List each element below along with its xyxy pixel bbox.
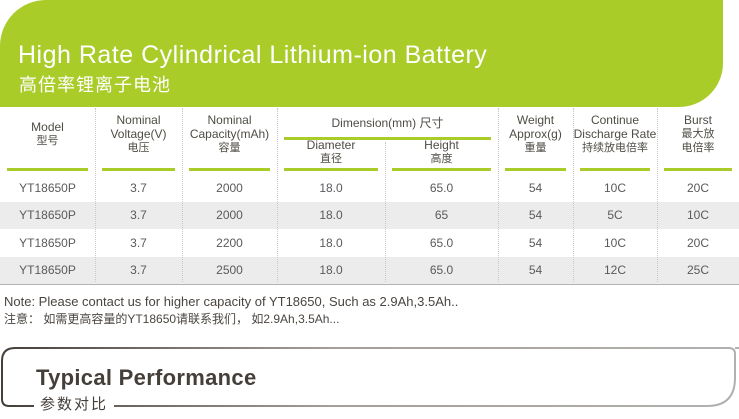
cell-burst: 20C [686, 180, 709, 195]
header-height-zh: 高度 [430, 153, 453, 165]
header-underline [580, 168, 650, 171]
column-separator [498, 108, 499, 282]
header-burst-en: Burst [683, 113, 712, 127]
header-diameter-en: Diameter [306, 138, 356, 152]
header-underline [7, 168, 88, 171]
header-capacity-en1: Nominal [207, 113, 252, 127]
cell-weight: 54 [528, 180, 543, 195]
cell-height: 65.0 [429, 235, 454, 250]
banner: High Rate Cylindrical Lithium-ion Batter… [0, 0, 723, 107]
header-underline [189, 168, 270, 171]
header-capacity: Nominal Capacity(mAh) 容量 [182, 106, 277, 174]
column-separator [573, 108, 574, 282]
cell-model: YT18650P [19, 208, 76, 223]
table-row: YT18650P 3.7 2000 18.0 65.0 54 10C 20C [0, 174, 739, 202]
header-dimension: Dimension(mm) 尺寸 [277, 106, 498, 140]
table-row: YT18650P 3.7 2500 18.0 65.0 54 12C 25C [0, 256, 739, 284]
column-separator [95, 108, 96, 282]
cell-height: 65 [434, 208, 449, 223]
table-bottom-rule [0, 284, 739, 285]
header-underline [392, 168, 491, 171]
header-discharge-en1: Continue [590, 113, 640, 127]
cell-height: 65.0 [429, 263, 454, 278]
cell-capacity: 2500 [216, 263, 243, 278]
header-voltage-zh: 电压 [127, 142, 150, 154]
cell-height: 65.0 [429, 180, 454, 195]
header-burst-zh1: 最大放 [681, 128, 715, 140]
cell-weight: 54 [528, 263, 543, 278]
table-row: YT18650P 3.7 2000 18.0 65 54 5C 10C [0, 201, 739, 229]
page-title: High Rate Cylindrical Lithium-ion Batter… [18, 41, 488, 69]
cell-diameter: 18.0 [319, 180, 343, 195]
cell-weight: 54 [528, 235, 543, 250]
header-diameter-zh: 直径 [320, 153, 342, 165]
header-discharge: Continue Discharge Rate 持续放电倍率 [573, 106, 657, 174]
page-subtitle-cn: 高倍率锂离子电池 [19, 75, 171, 95]
cell-model: YT18650P [19, 263, 76, 278]
header-burst-zh2: 电倍率 [681, 142, 715, 154]
column-separator [182, 108, 183, 282]
header-underline [284, 168, 378, 171]
cell-model: YT18650P [19, 235, 76, 250]
header-underline [284, 137, 491, 140]
spec-table-header: Model 型号 Nominal Voltage(V) 电压 Nominal C… [0, 106, 739, 174]
header-weight-en2: Approx(g) [509, 127, 562, 141]
header-burst: Burst 最大放 电倍率 [657, 106, 739, 174]
cell-discharge: 10C [603, 180, 626, 195]
cell-diameter: 18.0 [319, 235, 343, 250]
cell-burst: 25C [686, 263, 709, 278]
section-title: Typical Performance [36, 365, 257, 390]
header-capacity-zh: 容量 [218, 142, 241, 154]
header-voltage: Nominal Voltage(V) 电压 [95, 106, 182, 174]
cell-voltage: 3.7 [130, 180, 147, 195]
cell-voltage: 3.7 [130, 235, 147, 250]
header-model-en: Model [31, 120, 64, 134]
column-separator [657, 108, 658, 282]
header-diameter: Diameter 直径 [277, 138, 385, 174]
cell-weight: 54 [528, 208, 543, 223]
header-voltage-en2: Voltage(V) [110, 127, 167, 141]
cell-discharge: 5C [607, 208, 623, 223]
cell-capacity: 2000 [216, 180, 243, 195]
header-voltage-en1: Nominal [116, 113, 161, 127]
spec-table-body: YT18650P 3.7 2000 18.0 65.0 54 10C 20C Y… [0, 174, 739, 284]
header-height: Height 高度 [385, 138, 498, 174]
header-weight: Weight Approx(g) 重量 [498, 106, 573, 174]
header-model-zh: 型号 [36, 135, 59, 147]
cell-discharge: 10C [603, 235, 626, 250]
header-discharge-en2: Discharge Rate [573, 127, 657, 141]
section-subtitle-cn: 参数对比 [34, 396, 115, 414]
cell-voltage: 3.7 [130, 208, 147, 223]
cell-capacity: 2000 [216, 208, 243, 223]
header-weight-zh: 重量 [524, 142, 547, 154]
header-height-en: Height [424, 138, 459, 152]
column-separator [385, 142, 386, 282]
header-discharge-zh: 持续放电倍率 [582, 142, 648, 154]
cell-diameter: 18.0 [319, 263, 343, 278]
cell-voltage: 3.7 [130, 263, 147, 278]
cell-discharge: 12C [603, 263, 626, 278]
header-dimension-label: Dimension(mm) 尺寸 [331, 116, 444, 130]
header-model: Model 型号 [0, 106, 95, 174]
header-capacity-en2: Capacity(mAh) [189, 127, 270, 141]
header-underline [102, 168, 175, 171]
column-separator [277, 108, 278, 282]
note-text-zh: 注意： 如需更高容量的YT18650请联系我们， 如2.9Ah,3.5Ah... [4, 312, 340, 326]
header-underline [664, 168, 732, 171]
cell-burst: 20C [686, 235, 709, 250]
header-dimension-group: Dimension(mm) 尺寸 Diameter 直径 Height 高度 [277, 106, 498, 174]
cell-capacity: 2200 [216, 235, 243, 250]
note-text-en: Note: Please contact us for higher capac… [4, 294, 459, 309]
header-underline [505, 168, 566, 171]
cell-model: YT18650P [19, 180, 76, 195]
cell-burst: 10C [686, 208, 709, 223]
table-row: YT18650P 3.7 2200 18.0 65.0 54 10C 20C [0, 229, 739, 257]
header-weight-en1: Weight [516, 113, 555, 127]
cell-diameter: 18.0 [319, 208, 343, 223]
